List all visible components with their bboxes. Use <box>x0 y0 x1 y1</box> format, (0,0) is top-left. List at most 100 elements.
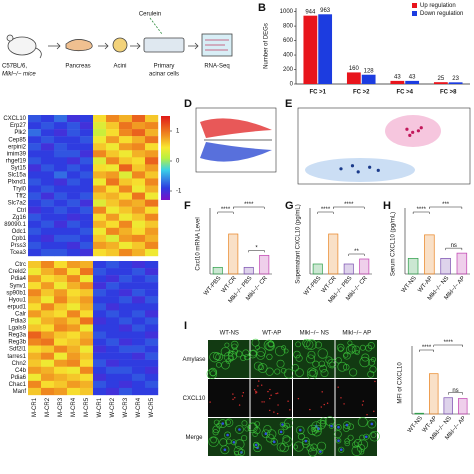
texture <box>317 348 328 359</box>
heat-cell <box>106 220 120 228</box>
texture <box>243 354 251 361</box>
texture <box>258 364 265 371</box>
texture <box>333 430 342 439</box>
heat-cell <box>80 115 94 123</box>
row-label: tarres1 <box>7 354 26 360</box>
bar <box>443 397 453 415</box>
texture <box>221 360 230 370</box>
heat-cell <box>93 234 107 243</box>
heat-cell <box>67 192 81 200</box>
heat-cell <box>106 241 120 250</box>
texture <box>359 356 370 368</box>
heat-cell <box>106 345 120 353</box>
texture <box>209 351 220 363</box>
texture <box>223 448 227 452</box>
texture <box>338 446 345 453</box>
heat-cell <box>80 352 94 360</box>
texture <box>351 445 363 457</box>
heat-cell <box>106 115 120 123</box>
heat-cell <box>54 352 68 360</box>
texture <box>267 390 269 393</box>
texture <box>345 345 355 355</box>
bar <box>405 80 420 84</box>
heat-cell <box>80 338 94 346</box>
heat-cell <box>119 192 133 200</box>
heat-cell <box>93 178 107 186</box>
heat-cell <box>132 143 146 151</box>
row-label: Tcea3 <box>10 250 27 256</box>
texture <box>255 392 257 394</box>
texture <box>320 406 322 408</box>
texture <box>367 342 375 350</box>
heat-cell <box>28 150 42 158</box>
heat-cell <box>28 359 42 367</box>
texture <box>261 401 263 403</box>
heat-cell <box>54 185 68 193</box>
heat-cell <box>132 275 146 283</box>
row-label: erpud1 <box>7 304 26 310</box>
heat-cell <box>28 373 42 382</box>
texture <box>340 397 342 399</box>
texture <box>252 431 258 437</box>
panel-letter: D <box>184 98 192 110</box>
heat-cell <box>119 206 133 214</box>
heat-cell <box>106 366 120 374</box>
column-label: Mlkl−/− NS <box>300 331 329 337</box>
heat-cell <box>67 366 81 374</box>
texture <box>220 445 230 455</box>
heat-cell <box>132 282 146 290</box>
heat-cell <box>119 171 133 179</box>
texture <box>347 423 354 431</box>
row-label: Tryl0 <box>13 187 27 193</box>
texture <box>253 443 262 453</box>
texture <box>224 431 232 439</box>
panel-letter: G <box>285 200 294 212</box>
heat-cell <box>28 143 42 151</box>
texture <box>347 343 357 353</box>
texture <box>307 367 317 377</box>
row-label: sp90b1 <box>6 290 26 296</box>
heat-cell <box>132 234 146 243</box>
row-label: Cep85 <box>8 137 26 143</box>
heat-cell <box>41 220 55 228</box>
heat-cell <box>132 171 146 179</box>
sig-label: ns <box>451 243 457 249</box>
x-tick-label: FC >2 <box>353 90 370 96</box>
arrow <box>130 42 141 50</box>
heat-cell <box>54 234 68 243</box>
sig-bracket <box>317 211 334 214</box>
heat-cell <box>28 220 42 228</box>
heat-cell <box>80 150 94 158</box>
heat-cell <box>119 268 133 276</box>
heat-cell <box>119 122 133 130</box>
texture <box>274 345 286 357</box>
texture <box>257 363 268 373</box>
heat-cell <box>80 261 94 269</box>
heat-cell <box>106 227 120 236</box>
heat-cell <box>119 338 133 346</box>
texture <box>226 433 229 437</box>
texture <box>361 404 364 406</box>
texture <box>209 370 217 377</box>
texture <box>231 343 238 350</box>
texture <box>227 351 238 361</box>
heat-cell <box>67 310 81 318</box>
mouse-label: Mlkl−/− mice <box>2 72 36 78</box>
heat-cell <box>54 324 68 332</box>
heat-cell <box>93 352 107 360</box>
heat-cell <box>54 199 68 207</box>
bar <box>303 15 318 85</box>
texture <box>225 419 231 425</box>
texture <box>363 433 370 440</box>
texture <box>282 434 291 443</box>
heat-cell <box>41 324 55 332</box>
row-label: Calr <box>15 311 26 317</box>
sig-bracket <box>412 211 430 214</box>
heat-cell <box>132 338 146 346</box>
heat-cell <box>28 282 42 290</box>
heat-cell <box>106 178 120 186</box>
heat-cell <box>67 296 81 304</box>
heat-cell <box>145 331 159 339</box>
heat-cell <box>28 345 42 353</box>
heat-cell <box>41 227 55 236</box>
